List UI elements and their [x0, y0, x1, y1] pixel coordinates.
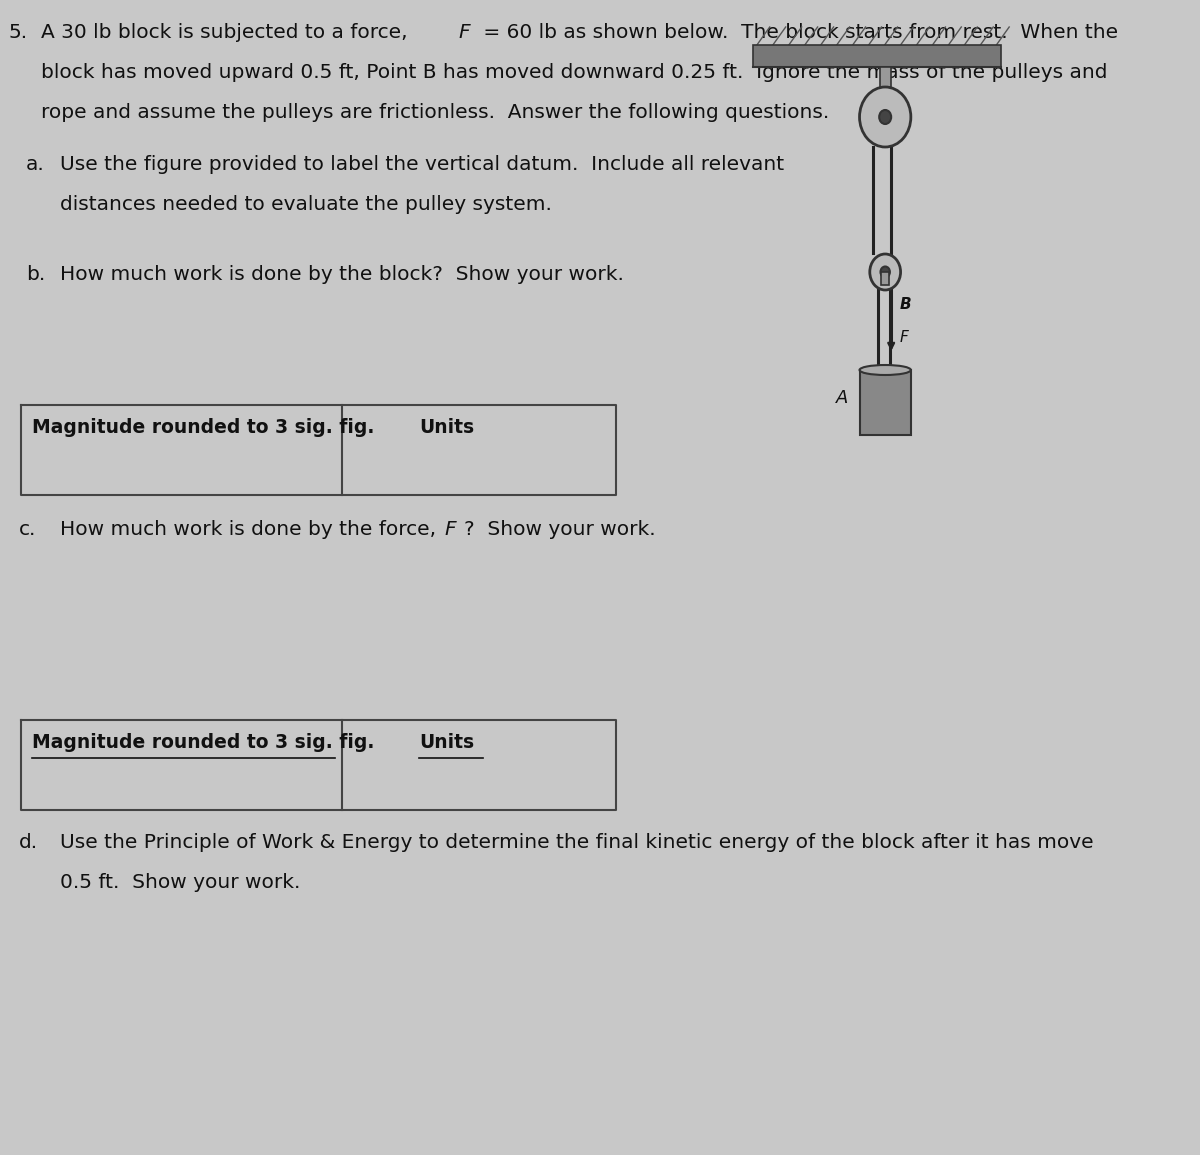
- Text: b.: b.: [25, 264, 44, 284]
- Bar: [881, 271, 889, 285]
- Text: How much work is done by the block?  Show your work.: How much work is done by the block? Show…: [60, 264, 624, 284]
- Ellipse shape: [859, 365, 911, 375]
- Text: d.: d.: [19, 833, 38, 852]
- Circle shape: [870, 254, 900, 290]
- Bar: [859, 370, 911, 435]
- Text: How much work is done by the force,: How much work is done by the force,: [60, 520, 443, 539]
- Text: rope and assume the pulleys are frictionless.  Answer the following questions.: rope and assume the pulleys are friction…: [41, 103, 829, 122]
- Bar: [752, 45, 1001, 67]
- Text: Units: Units: [419, 418, 474, 437]
- Text: Use the Principle of Work & Energy to determine the final kinetic energy of the : Use the Principle of Work & Energy to de…: [60, 833, 1093, 852]
- Text: F: F: [445, 520, 456, 539]
- Text: 5.: 5.: [8, 23, 28, 42]
- Text: block has moved upward 0.5 ft, Point B has moved downward 0.25 ft.  Ignore the m: block has moved upward 0.5 ft, Point B h…: [41, 64, 1108, 82]
- Text: = 60 lb as shown below.  The block starts from rest.  When the: = 60 lb as shown below. The block starts…: [478, 23, 1118, 42]
- Text: a.: a.: [25, 155, 44, 174]
- Text: F: F: [900, 330, 908, 345]
- Bar: [880, 67, 890, 87]
- Circle shape: [881, 267, 890, 277]
- Text: Units: Units: [419, 733, 474, 752]
- Text: Magnitude rounded to 3 sig. fig.: Magnitude rounded to 3 sig. fig.: [31, 418, 374, 437]
- Text: B: B: [900, 297, 911, 312]
- Text: ?  Show your work.: ? Show your work.: [463, 520, 655, 539]
- Text: Use the figure provided to label the vertical datum.  Include all relevant: Use the figure provided to label the ver…: [60, 155, 784, 174]
- Text: F: F: [458, 23, 470, 42]
- Text: 0.5 ft.  Show your work.: 0.5 ft. Show your work.: [60, 873, 300, 892]
- Text: c.: c.: [19, 520, 36, 539]
- Text: Magnitude rounded to 3 sig. fig.: Magnitude rounded to 3 sig. fig.: [31, 733, 374, 752]
- Circle shape: [880, 110, 892, 124]
- Text: A 30 lb block is subjected to a force,: A 30 lb block is subjected to a force,: [41, 23, 414, 42]
- Circle shape: [859, 87, 911, 147]
- Text: distances needed to evaluate the pulley system.: distances needed to evaluate the pulley …: [60, 195, 552, 214]
- Text: A: A: [835, 388, 848, 407]
